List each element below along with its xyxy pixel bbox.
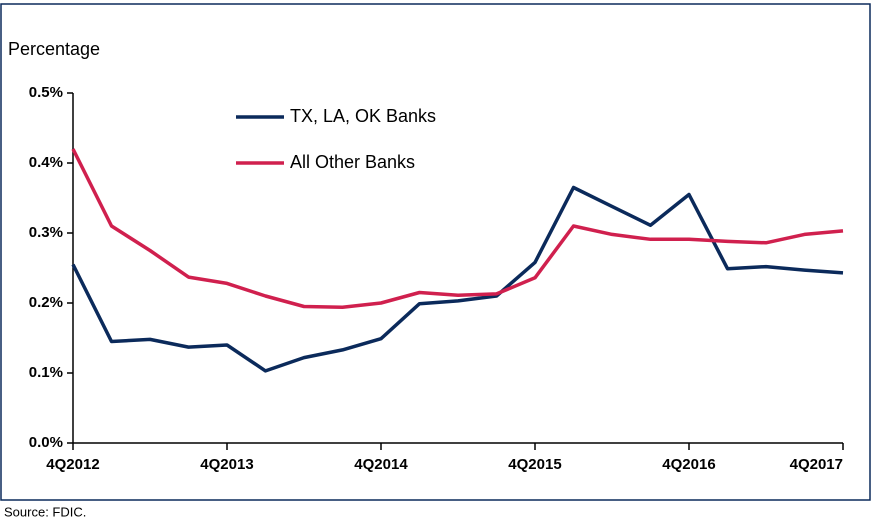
x-tick-label: 4Q2016 [662,456,715,473]
series-line [71,148,844,309]
x-tick-label: 4Q2012 [46,456,99,473]
y-tick-label: 0.1% [29,364,63,381]
chart-frame [0,3,871,501]
source: Source: FDIC. [4,504,86,519]
x-tick-label: 4Q2017 [790,456,843,473]
y-tick-label: 0.4% [29,154,63,171]
y-axis-label: Percentage [8,39,100,59]
y-tick-label: 0.3% [29,224,63,241]
legend-label: TX, LA, OK Banks [290,106,436,126]
x-tick-label: 4Q2014 [354,456,408,473]
series-line [71,185,844,373]
legend-label: All Other Banks [290,152,415,172]
y-tick-label: 0.5% [29,84,63,101]
x-tick-label: 4Q2013 [200,456,253,473]
y-tick-label: 0.2% [29,294,63,311]
y-tick-label: 0.0% [29,434,63,451]
x-tick-label: 4Q2015 [508,456,561,473]
